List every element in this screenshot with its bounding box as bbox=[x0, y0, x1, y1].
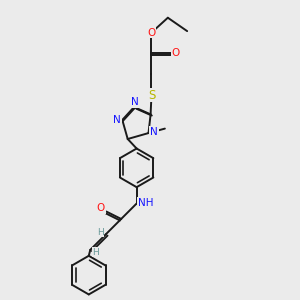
Text: O: O bbox=[172, 48, 180, 59]
Text: H: H bbox=[97, 227, 104, 236]
Text: O: O bbox=[147, 28, 156, 38]
Text: NH: NH bbox=[138, 198, 153, 208]
Text: N: N bbox=[150, 127, 158, 137]
Text: H: H bbox=[92, 248, 99, 257]
Text: O: O bbox=[97, 203, 105, 213]
Text: S: S bbox=[148, 88, 155, 101]
Text: N: N bbox=[131, 98, 138, 107]
Text: N: N bbox=[113, 115, 121, 125]
